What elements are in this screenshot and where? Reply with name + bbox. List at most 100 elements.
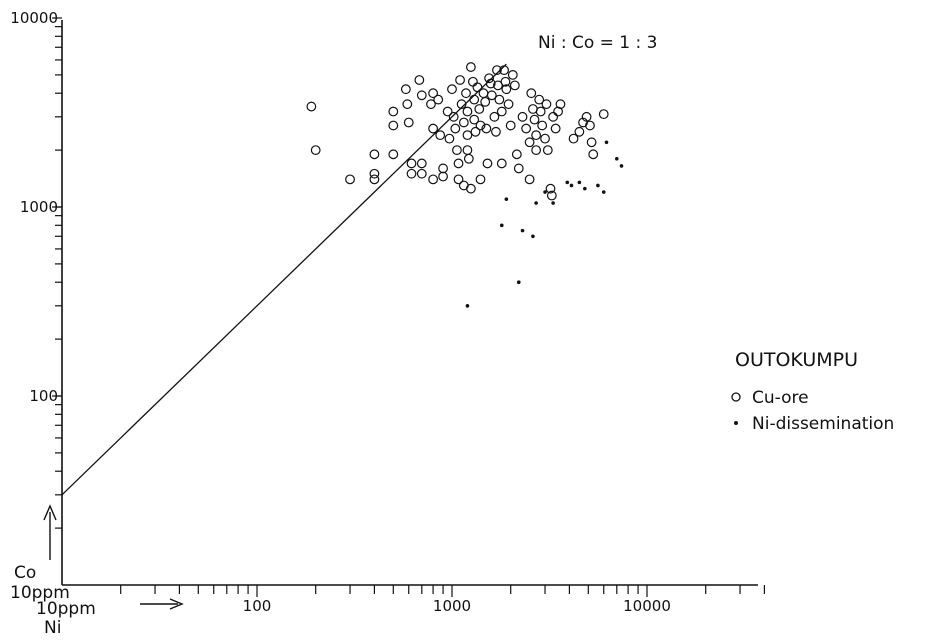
- cu-ore-point: [345, 174, 355, 185]
- cu-ore-point: [400, 84, 411, 95]
- ni-dissemination-point: [531, 234, 535, 239]
- cu-ore-point: [496, 158, 507, 169]
- ni-dissemination-point: [601, 190, 606, 194]
- ni-dissemination-point: [569, 183, 574, 188]
- cu-ore-point: [450, 123, 461, 134]
- cu-ore-point: [469, 114, 480, 125]
- cu-ore-point: [537, 120, 548, 131]
- cu-ore-point: [403, 117, 414, 128]
- cu-ore-point: [388, 106, 399, 117]
- legend-open-circle-icon: [731, 392, 741, 402]
- x-tick-label: 1000: [433, 597, 471, 615]
- cu-ore-point: [581, 111, 592, 122]
- cu-ore-point: [428, 123, 439, 134]
- cu-ore-point: [416, 90, 427, 101]
- cu-ore-point: [503, 99, 514, 110]
- cu-ore-point: [546, 190, 557, 201]
- x-axis-title: Ni: [44, 618, 61, 638]
- cu-ore-points: [306, 62, 609, 201]
- y-ticks: [52, 17, 62, 529]
- cu-ore-point: [588, 149, 599, 160]
- cu-ore-point: [462, 130, 473, 141]
- cu-ore-point: [470, 126, 481, 137]
- x-ticks: [120, 585, 766, 597]
- cu-ore-point: [472, 82, 483, 93]
- cu-ore-point: [444, 133, 455, 144]
- right-arrow-icon: [169, 598, 184, 610]
- cu-ore-point: [310, 145, 321, 156]
- cu-ore-point: [541, 99, 552, 110]
- ni-dissemination-point: [577, 180, 582, 185]
- cu-ore-point: [517, 111, 528, 122]
- cu-ore-point: [585, 120, 595, 131]
- y-tick-label: 10000: [10, 9, 58, 27]
- cu-ore-point: [416, 158, 427, 169]
- cu-ore-point: [598, 109, 609, 120]
- cu-ore-point: [428, 88, 439, 99]
- cu-ore-point: [402, 99, 413, 110]
- cu-ore-point: [482, 158, 493, 169]
- cu-ore-point: [453, 158, 464, 169]
- cu-ore-point: [485, 78, 496, 89]
- cu-ore-point: [509, 80, 520, 91]
- cu-ore-point: [462, 145, 473, 156]
- cu-ore-point: [553, 106, 563, 117]
- ni-dissemination-point: [465, 304, 470, 308]
- legend-label-ni-dissemination: Ni-dissemination: [752, 414, 894, 434]
- cu-ore-point: [481, 123, 492, 134]
- cu-ore-point: [447, 84, 457, 95]
- cu-ore-point: [433, 94, 444, 105]
- ni-dissemination-point: [551, 201, 555, 205]
- cu-ore-point: [458, 117, 469, 128]
- cu-ore-point: [475, 120, 486, 131]
- ni-dissemination-point: [499, 223, 504, 228]
- axes: [61, 20, 758, 586]
- cu-ore-point: [426, 99, 436, 110]
- legend-label-cu-ore: Cu-ore: [752, 388, 809, 408]
- x-axis-unit-label: 10ppm: [36, 599, 96, 619]
- ni-dissemination-point: [596, 183, 600, 188]
- up-arrow-icon: [43, 504, 57, 521]
- cu-ore-point: [491, 126, 501, 137]
- cu-ore-point: [455, 75, 465, 85]
- cu-ore-point: [465, 62, 476, 72]
- ni-dissemination-point: [534, 201, 538, 205]
- cu-ore-point: [438, 171, 448, 182]
- ni-dissemination-point: [543, 190, 547, 194]
- cu-ore-point: [456, 99, 467, 110]
- y-tick-label: 1000: [20, 198, 58, 216]
- cu-ore-point: [574, 126, 585, 137]
- cu-ore-point: [448, 111, 459, 122]
- cu-ore-point: [496, 106, 507, 117]
- ratio-line-label: Ni : Co = 1 : 3: [538, 33, 657, 53]
- y-axis-title: Co: [14, 563, 36, 583]
- cu-ore-point: [453, 174, 464, 185]
- cu-ore-point: [474, 104, 485, 114]
- cu-ore-point: [468, 76, 478, 87]
- cu-ore-point: [438, 163, 448, 174]
- cu-ore-point: [406, 168, 417, 179]
- cu-ore-point: [306, 101, 317, 112]
- cu-ore-point: [452, 145, 462, 156]
- ni-dissemination-point: [604, 140, 609, 145]
- cu-ore-point: [526, 88, 537, 99]
- cu-ore-point: [369, 174, 380, 185]
- cu-ore-point: [435, 130, 446, 141]
- cu-ore-point: [478, 88, 489, 99]
- cu-ore-point: [465, 183, 476, 194]
- cu-ore-point: [540, 133, 550, 144]
- cu-ore-point: [500, 76, 511, 87]
- cu-ore-point: [480, 96, 491, 107]
- cu-ore-point: [414, 75, 425, 85]
- cu-ore-point: [545, 183, 556, 194]
- cu-ore-point: [406, 158, 417, 169]
- cu-ore-point: [416, 168, 427, 179]
- x-tick-label: 10000: [623, 597, 671, 615]
- cu-ore-point: [534, 94, 545, 105]
- ni-dissemination-point: [619, 164, 624, 168]
- cu-ore-point: [463, 153, 474, 164]
- cu-ore-point: [542, 145, 553, 156]
- cu-ore-point: [469, 94, 480, 105]
- ni-dissemination-point: [516, 280, 521, 285]
